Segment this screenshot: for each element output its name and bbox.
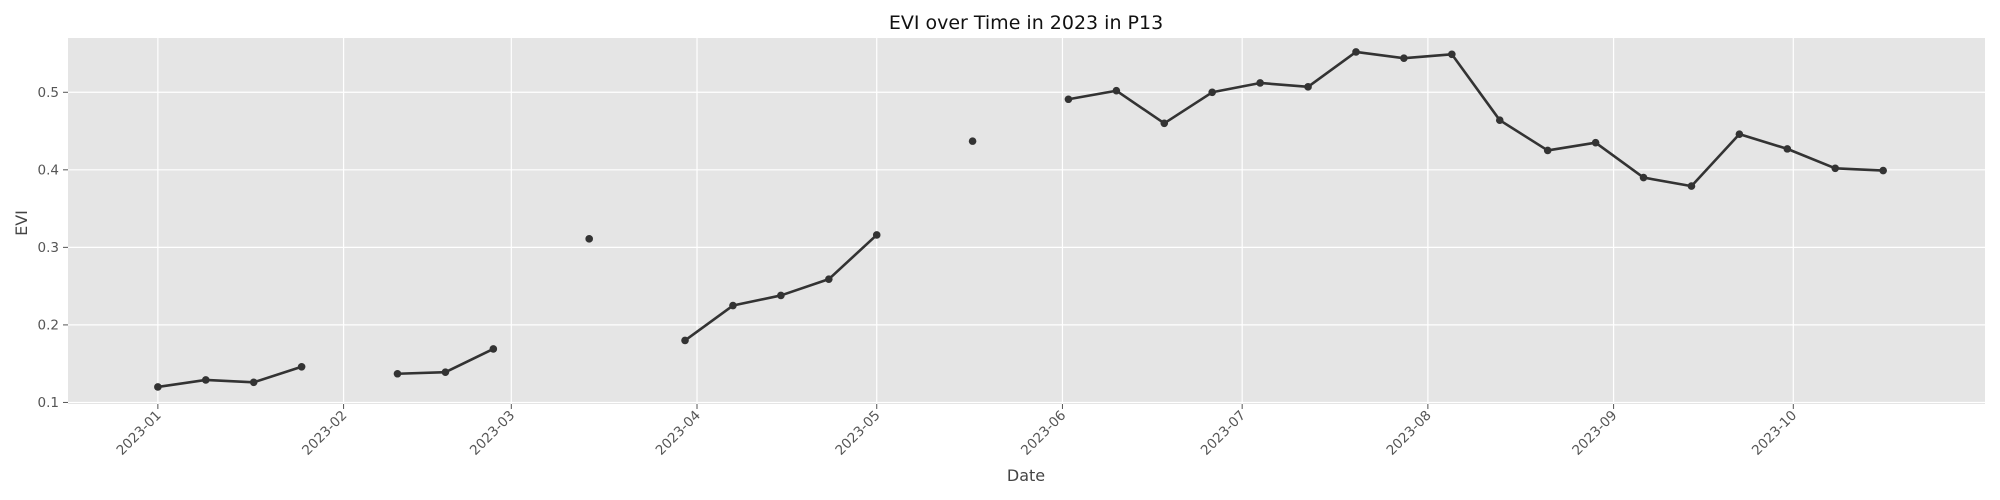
x-tick-label: 2023-04 xyxy=(653,408,704,459)
x-axis-label: Date xyxy=(1007,466,1045,485)
x-tick-label: 2023-01 xyxy=(113,408,164,459)
y-tick-label: 0.3 xyxy=(38,240,59,256)
y-tick-label: 0.5 xyxy=(38,85,59,101)
data-point xyxy=(681,336,689,345)
data-point xyxy=(1400,54,1408,62)
series-line-segment xyxy=(156,365,303,389)
data-point xyxy=(393,369,402,378)
data-point xyxy=(154,383,162,391)
y-tick-label: 0.1 xyxy=(38,395,59,411)
gridlines xyxy=(68,38,1985,404)
data-point xyxy=(1352,48,1360,56)
data-point xyxy=(1160,119,1169,128)
data-point xyxy=(1448,50,1456,59)
data-point xyxy=(489,345,498,353)
data-point xyxy=(1591,138,1600,147)
x-tick-label: 2023-05 xyxy=(832,408,883,459)
x-tick-label: 2023-02 xyxy=(299,408,350,459)
x-tick-label: 2023-07 xyxy=(1198,408,1249,459)
data-point xyxy=(249,378,258,387)
plot-area xyxy=(68,38,1985,404)
data-point xyxy=(1112,86,1121,95)
data-point xyxy=(777,291,785,300)
data-point xyxy=(1208,88,1217,97)
data-point xyxy=(441,368,450,377)
data-point xyxy=(1879,166,1887,175)
data-point xyxy=(1543,146,1552,155)
data-point xyxy=(729,301,737,310)
data-point xyxy=(968,137,977,145)
data-point xyxy=(297,362,306,371)
data-point xyxy=(1639,173,1648,182)
data-point xyxy=(825,275,833,283)
data-point xyxy=(872,231,881,239)
x-tick-label: 2023-09 xyxy=(1569,408,1620,459)
data-point xyxy=(585,235,593,243)
x-tick-label: 2023-06 xyxy=(1018,408,1069,459)
y-axis-label: EVI xyxy=(12,210,31,236)
data-point xyxy=(1304,83,1312,91)
data-point xyxy=(1831,164,1840,173)
x-tick-label: 2023-03 xyxy=(467,408,518,459)
data-point xyxy=(201,376,210,384)
chart-title: EVI over Time in 2023 in P13 xyxy=(889,12,1163,34)
y-tick-label: 0.2 xyxy=(38,317,59,333)
data-point xyxy=(1687,182,1696,190)
data-point xyxy=(1256,79,1264,87)
x-tick-label: 2023-10 xyxy=(1749,408,1800,459)
data-point xyxy=(1495,116,1504,124)
data-point xyxy=(1783,145,1792,153)
x-tick-label: 2023-08 xyxy=(1384,408,1435,459)
data-point xyxy=(1735,130,1744,138)
series-points xyxy=(154,48,1887,391)
y-tick-label: 0.4 xyxy=(38,162,59,178)
data-point xyxy=(1064,95,1073,104)
series-line-segment xyxy=(1067,50,1885,188)
